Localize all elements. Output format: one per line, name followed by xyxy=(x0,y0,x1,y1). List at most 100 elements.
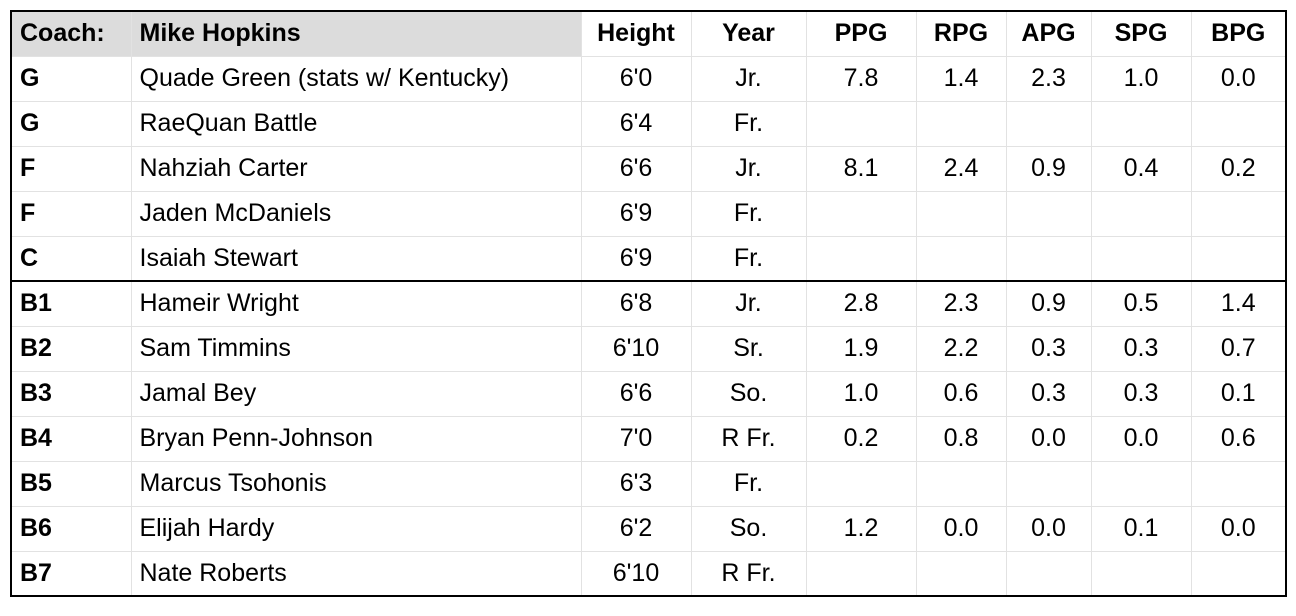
table-cell: C xyxy=(10,235,132,282)
table-row: G Quade Green (stats w/ Kentucky) 6'0 Jr. 7.… xyxy=(10,55,1287,102)
table-cell xyxy=(1090,460,1192,507)
table-cell: B7 xyxy=(10,550,132,597)
table-cell: 0.5 xyxy=(1090,280,1192,327)
table-cell: 0.3 xyxy=(1005,325,1092,372)
table-cell: 0.3 xyxy=(1090,325,1192,372)
table-cell: 8.1 xyxy=(805,145,917,192)
table-cell: 0.8 xyxy=(915,415,1007,462)
table-row: Coach: Mike Hopkins Height Year PPG RPG APG SPG… xyxy=(10,10,1287,57)
table-cell: 0.1 xyxy=(1090,505,1192,552)
table-cell: RPG xyxy=(915,10,1007,57)
table-cell: 2.4 xyxy=(915,145,1007,192)
table-cell xyxy=(1190,190,1287,237)
table-row: B6 Elijah Hardy 6'2 So. 1.2 0.0 0.0 0.1 0.0 xyxy=(10,505,1287,552)
table-cell: Marcus Tsohonis xyxy=(130,460,582,507)
table-cell: 0.0 xyxy=(1190,55,1287,102)
table-row: B7 Nate Roberts 6'10 R Fr. xyxy=(10,550,1287,597)
roster-table: Coach: Mike Hopkins Height Year PPG RPG APG SPG… xyxy=(10,10,1287,597)
table-cell: APG xyxy=(1005,10,1092,57)
table-cell: 2.3 xyxy=(915,280,1007,327)
table-cell: BPG xyxy=(1190,10,1287,57)
table-cell: 1.9 xyxy=(805,325,917,372)
table-cell: 6'10 xyxy=(580,550,692,597)
table-cell: Jaden McDaniels xyxy=(130,190,582,237)
table-cell: Jr. xyxy=(690,55,807,102)
table-cell: 6'8 xyxy=(580,280,692,327)
table-cell: G xyxy=(10,55,132,102)
table-cell: Nate Roberts xyxy=(130,550,582,597)
table-row: F Nahziah Carter 6'6 Jr. 8.1 2.4 0.9 0.4 0.2 xyxy=(10,145,1287,192)
table-cell: R Fr. xyxy=(690,415,807,462)
table-cell: 7.8 xyxy=(805,55,917,102)
table-cell: B6 xyxy=(10,505,132,552)
table-cell: 2.3 xyxy=(1005,55,1092,102)
table-cell: Fr. xyxy=(690,190,807,237)
table-cell: 0.3 xyxy=(1005,370,1092,417)
table-cell: 0.3 xyxy=(1090,370,1192,417)
table-cell xyxy=(915,190,1007,237)
table-cell: 2.2 xyxy=(915,325,1007,372)
table-cell: Sam Timmins xyxy=(130,325,582,372)
table-cell: 6'6 xyxy=(580,370,692,417)
table-cell: 0.9 xyxy=(1005,280,1092,327)
table-cell xyxy=(1090,235,1192,282)
table-cell xyxy=(1190,460,1287,507)
table-cell: Mike Hopkins xyxy=(130,10,582,57)
table-cell xyxy=(1005,550,1092,597)
table-cell: RaeQuan Battle xyxy=(130,100,582,147)
table-cell: SPG xyxy=(1090,10,1192,57)
table-cell xyxy=(805,460,917,507)
table-cell: 1.0 xyxy=(1090,55,1192,102)
table-cell xyxy=(1090,550,1192,597)
table-cell: B3 xyxy=(10,370,132,417)
table-cell: 1.4 xyxy=(1190,280,1287,327)
table-cell xyxy=(1005,235,1092,282)
table-cell: 0.4 xyxy=(1090,145,1192,192)
table-cell xyxy=(915,235,1007,282)
table-cell: 1.4 xyxy=(915,55,1007,102)
table-cell: 0.7 xyxy=(1190,325,1287,372)
table-cell: 6'4 xyxy=(580,100,692,147)
table-cell xyxy=(805,190,917,237)
table-row: B4 Bryan Penn-Johnson 7'0 R Fr. 0.2 0.8 0.0 0.0… xyxy=(10,415,1287,462)
table-cell: Height xyxy=(580,10,692,57)
table-cell xyxy=(1190,550,1287,597)
table-cell: Hameir Wright xyxy=(130,280,582,327)
table-cell: Jamal Bey xyxy=(130,370,582,417)
table-cell: Year xyxy=(690,10,807,57)
table-cell: G xyxy=(10,100,132,147)
table-cell: 0.2 xyxy=(805,415,917,462)
table-cell xyxy=(915,550,1007,597)
table-cell: Nahziah Carter xyxy=(130,145,582,192)
table-cell: Fr. xyxy=(690,100,807,147)
table-cell: Isaiah Stewart xyxy=(130,235,582,282)
table-cell: 0.0 xyxy=(1005,415,1092,462)
table-cell: F xyxy=(10,190,132,237)
table-cell: Quade Green (stats w/ Kentucky) xyxy=(130,55,582,102)
table-cell: Jr. xyxy=(690,280,807,327)
table-cell: 6'9 xyxy=(580,190,692,237)
table-cell: R Fr. xyxy=(690,550,807,597)
table-cell: B5 xyxy=(10,460,132,507)
table-cell: 1.0 xyxy=(805,370,917,417)
table-row: B3 Jamal Bey 6'6 So. 1.0 0.6 0.3 0.3 0.1 xyxy=(10,370,1287,417)
table-cell: 6'0 xyxy=(580,55,692,102)
table-cell xyxy=(1005,460,1092,507)
table-cell: 0.0 xyxy=(1005,505,1092,552)
table-cell: 1.2 xyxy=(805,505,917,552)
table-cell: 0.9 xyxy=(1005,145,1092,192)
table-row: B1 Hameir Wright 6'8 Jr. 2.8 2.3 0.9 0.5 1.4 xyxy=(10,280,1287,327)
table-cell: B4 xyxy=(10,415,132,462)
table-cell xyxy=(915,460,1007,507)
table-cell: 0.0 xyxy=(1190,505,1287,552)
table-row: F Jaden McDaniels 6'9 Fr. xyxy=(10,190,1287,237)
table-cell: 6'6 xyxy=(580,145,692,192)
table-row: G RaeQuan Battle 6'4 Fr. xyxy=(10,100,1287,147)
table-cell: 0.0 xyxy=(1090,415,1192,462)
table-row: B5 Marcus Tsohonis 6'3 Fr. xyxy=(10,460,1287,507)
table-cell: F xyxy=(10,145,132,192)
table-cell: So. xyxy=(690,505,807,552)
table-cell xyxy=(1005,190,1092,237)
table-cell xyxy=(1005,100,1092,147)
table-cell: Coach: xyxy=(10,10,132,57)
